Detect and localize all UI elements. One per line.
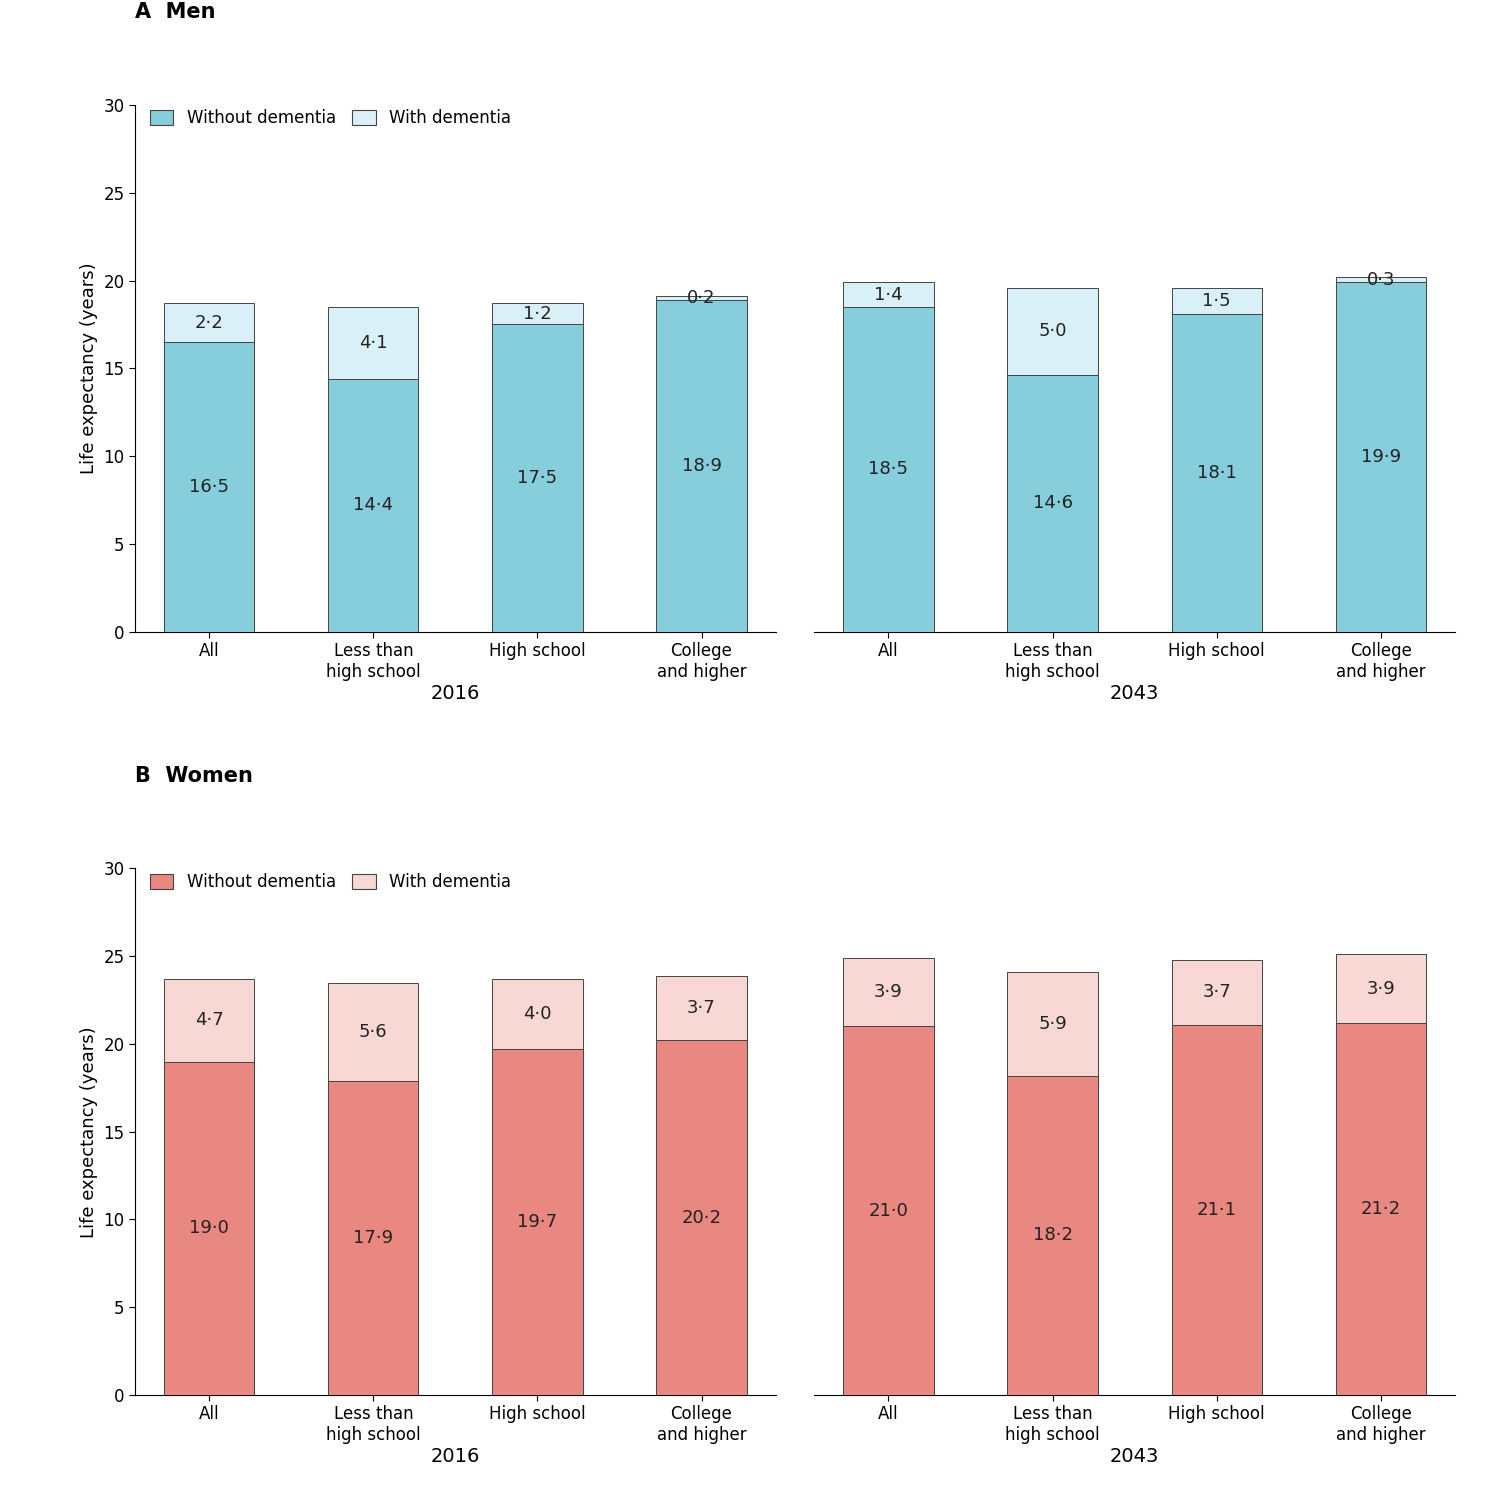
Bar xyxy=(328,1082,419,1395)
Bar xyxy=(164,303,255,342)
Bar xyxy=(1008,375,1098,632)
Text: 19·7: 19·7 xyxy=(518,1214,558,1231)
Text: B  Women: B Women xyxy=(135,766,254,786)
Text: 2043: 2043 xyxy=(1110,684,1160,703)
Bar xyxy=(492,303,582,324)
Bar xyxy=(1008,972,1098,1076)
Text: 18·5: 18·5 xyxy=(868,460,909,478)
Text: 1·5: 1·5 xyxy=(1203,291,1231,309)
Text: 1·4: 1·4 xyxy=(874,285,903,303)
Text: 1·2: 1·2 xyxy=(524,304,552,322)
Text: 3·9: 3·9 xyxy=(874,982,903,1000)
Text: 14·4: 14·4 xyxy=(354,496,393,514)
Text: 21·0: 21·0 xyxy=(868,1202,909,1219)
Text: 17·5: 17·5 xyxy=(518,470,558,488)
Text: 0·2: 0·2 xyxy=(687,290,716,308)
Legend: Without dementia, With dementia: Without dementia, With dementia xyxy=(144,867,518,897)
Text: 2·2: 2·2 xyxy=(195,314,223,332)
Y-axis label: Life expectancy (years): Life expectancy (years) xyxy=(80,262,98,474)
Bar xyxy=(1008,1076,1098,1395)
Bar xyxy=(1335,1023,1426,1395)
Bar xyxy=(843,958,933,1026)
Text: 5·0: 5·0 xyxy=(1038,322,1066,340)
Bar xyxy=(843,282,933,308)
Bar xyxy=(1008,288,1098,375)
Text: 14·6: 14·6 xyxy=(1032,495,1072,513)
Bar xyxy=(1172,1024,1262,1395)
Legend: Without dementia, With dementia: Without dementia, With dementia xyxy=(144,104,518,134)
Text: 18·1: 18·1 xyxy=(1197,464,1236,482)
Text: 2043: 2043 xyxy=(1110,1448,1160,1467)
Bar xyxy=(164,342,255,632)
Bar xyxy=(1335,278,1426,282)
Text: 18·9: 18·9 xyxy=(681,456,722,474)
Bar xyxy=(1172,314,1262,632)
Text: 5·6: 5·6 xyxy=(358,1023,387,1041)
Bar xyxy=(1172,960,1262,1024)
Text: 3·9: 3·9 xyxy=(1366,980,1395,998)
Text: 5·9: 5·9 xyxy=(1038,1016,1066,1034)
Text: 2016: 2016 xyxy=(430,1448,480,1467)
Text: 16·5: 16·5 xyxy=(189,477,230,495)
Text: 0·3: 0·3 xyxy=(1366,270,1395,288)
Bar xyxy=(492,980,582,1048)
Text: 18·2: 18·2 xyxy=(1032,1227,1072,1245)
Bar xyxy=(657,300,747,632)
Bar xyxy=(164,980,255,1062)
Text: 4·7: 4·7 xyxy=(195,1011,223,1029)
Bar xyxy=(1335,954,1426,1023)
Bar xyxy=(657,297,747,300)
Text: 4·0: 4·0 xyxy=(524,1005,552,1023)
Bar xyxy=(657,1041,747,1395)
Text: 19·0: 19·0 xyxy=(189,1220,230,1238)
Bar xyxy=(1335,282,1426,632)
Text: 21·1: 21·1 xyxy=(1197,1202,1236,1219)
Bar xyxy=(328,380,419,632)
Bar xyxy=(328,982,419,1082)
Bar xyxy=(657,975,747,1041)
Y-axis label: Life expectancy (years): Life expectancy (years) xyxy=(80,1026,98,1237)
Text: 20·2: 20·2 xyxy=(681,1209,722,1227)
Bar xyxy=(328,308,419,380)
Text: 3·7: 3·7 xyxy=(687,999,716,1017)
Bar xyxy=(164,1062,255,1395)
Bar xyxy=(843,1026,933,1395)
Bar xyxy=(843,308,933,632)
Text: 21·2: 21·2 xyxy=(1360,1200,1401,1218)
Bar xyxy=(492,324,582,632)
Text: 3·7: 3·7 xyxy=(1203,982,1231,1000)
Bar xyxy=(1172,288,1262,314)
Text: 17·9: 17·9 xyxy=(354,1228,393,1246)
Text: 4·1: 4·1 xyxy=(358,334,387,352)
Bar xyxy=(492,1048,582,1395)
Text: 19·9: 19·9 xyxy=(1360,448,1401,466)
Text: 2016: 2016 xyxy=(430,684,480,703)
Text: A  Men: A Men xyxy=(135,3,216,22)
